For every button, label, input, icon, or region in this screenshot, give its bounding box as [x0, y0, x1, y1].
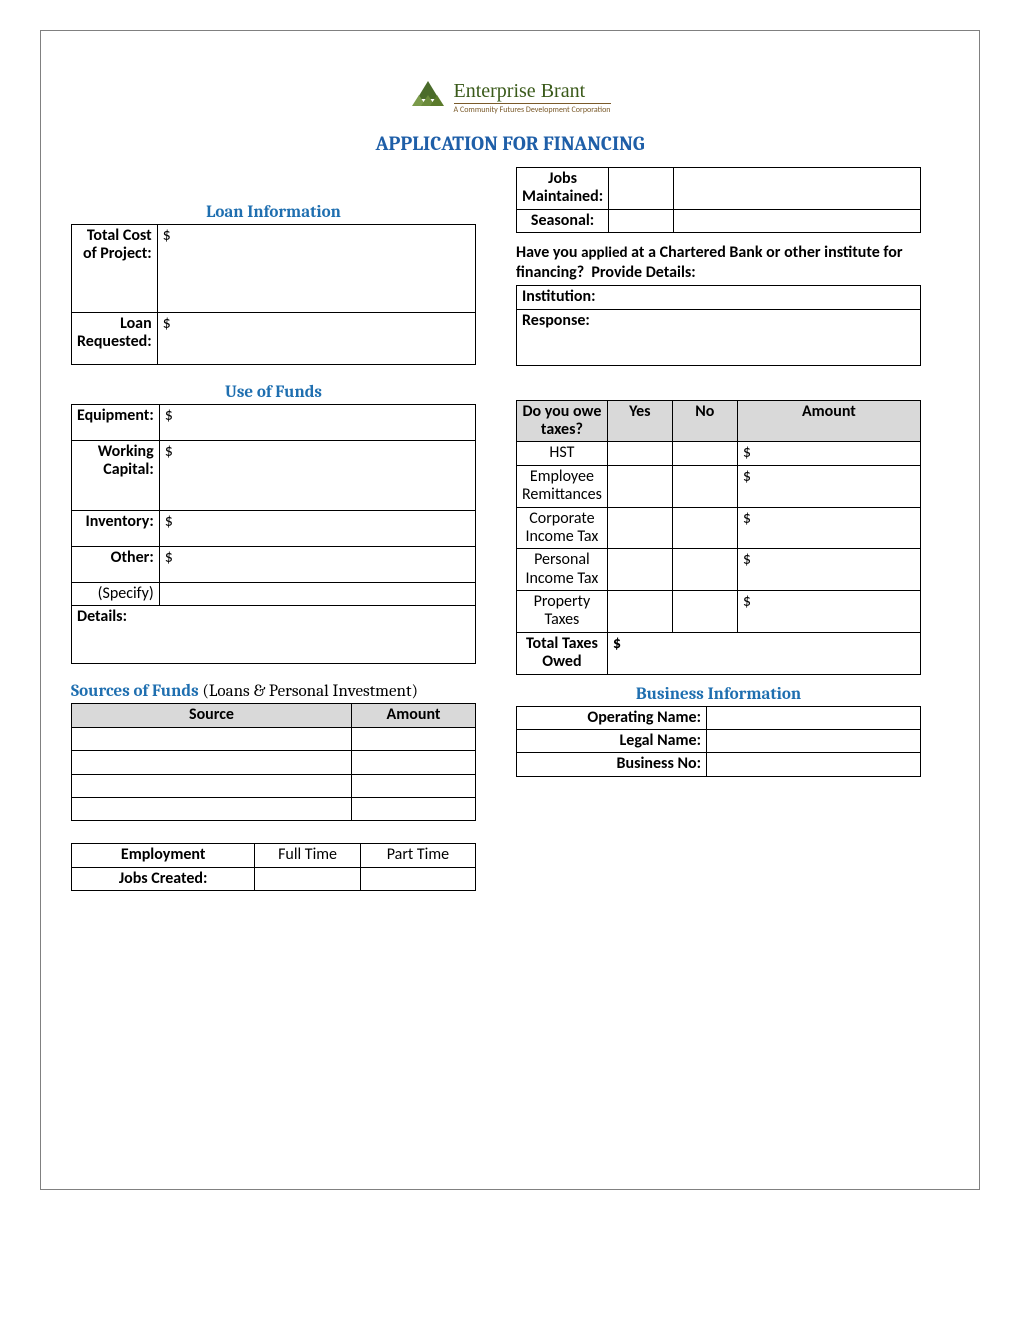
label-employment: Employment [72, 844, 255, 867]
field-corp-amt[interactable]: $ [737, 507, 920, 549]
field-emp-no[interactable] [672, 465, 737, 507]
field-prop-yes[interactable] [607, 591, 672, 633]
field-hst-amt[interactable]: $ [737, 442, 920, 465]
col-source: Source [72, 704, 352, 727]
label-response[interactable]: Response: [517, 309, 921, 365]
field-created-part[interactable] [360, 867, 475, 890]
table-row[interactable] [72, 797, 476, 820]
row-hst: HST [517, 442, 608, 465]
row-total-taxes: Total Taxes Owed [517, 632, 608, 674]
field-equipment[interactable]: $ [159, 405, 475, 441]
label-jobs-maintained: Jobs Maintained: [517, 168, 609, 210]
label-details[interactable]: Details: [72, 606, 476, 664]
field-hst-yes[interactable] [607, 442, 672, 465]
label-equipment: Equipment: [72, 405, 160, 441]
section-business-info: Business Information [516, 685, 921, 704]
field-other[interactable]: $ [159, 547, 475, 583]
section-sources: Sources of Funds (Loans & Personal Inves… [71, 682, 476, 701]
field-inventory[interactable]: $ [159, 511, 475, 547]
field-business-no[interactable] [707, 753, 921, 776]
col-part-time: Part Time [360, 844, 475, 867]
field-operating-name[interactable] [707, 706, 921, 729]
col-no: No [672, 400, 737, 442]
table-row[interactable] [72, 774, 476, 797]
label-institution[interactable]: Institution: [517, 286, 921, 309]
col-full-time: Full Time [255, 844, 361, 867]
field-corp-no[interactable] [672, 507, 737, 549]
field-prop-amt[interactable]: $ [737, 591, 920, 633]
field-legal-name[interactable] [707, 730, 921, 753]
logo-block: Enterprise Brant A Community Futures Dev… [71, 81, 949, 120]
label-working-capital: Working Capital: [72, 441, 160, 511]
table-row[interactable] [72, 727, 476, 750]
table-taxes: Do you owe taxes? Yes No Amount HST $ Em… [516, 400, 921, 675]
col-tax-q: Do you owe taxes? [517, 400, 608, 442]
field-total-taxes[interactable]: $ [607, 632, 920, 674]
row-pers-tax: Personal Income Tax [517, 549, 608, 591]
table-bank: Institution: Response: [516, 285, 921, 365]
field-emp-yes[interactable] [607, 465, 672, 507]
logo-title: Enterprise Brant [454, 81, 611, 101]
label-total-cost: Total Cost of Project: [72, 225, 158, 313]
right-column: Jobs Maintained: Seasonal: Have you appl… [516, 163, 921, 891]
label-seasonal: Seasonal: [517, 209, 609, 232]
row-emp-remit: Employee Remittances [517, 465, 608, 507]
table-employment-right: Jobs Maintained: Seasonal: [516, 167, 921, 233]
label-loan-requested: Loan Requested: [72, 313, 158, 365]
field-seasonal-part[interactable] [674, 209, 921, 232]
field-prop-no[interactable] [672, 591, 737, 633]
label-jobs-created: Jobs Created: [72, 867, 255, 890]
table-loan-info: Total Cost of Project: $ Loan Requested:… [71, 224, 476, 365]
field-specify[interactable] [159, 583, 475, 606]
page-title: APPLICATION FOR FINANCING [71, 132, 949, 155]
col-amount: Amount [737, 400, 920, 442]
field-emp-amt[interactable]: $ [737, 465, 920, 507]
col-yes: Yes [607, 400, 672, 442]
table-employment: Employment Full Time Part Time Jobs Crea… [71, 843, 476, 891]
left-column: Loan Information Total Cost of Project: … [71, 163, 476, 891]
field-total-cost[interactable]: $ [157, 225, 475, 313]
field-pers-no[interactable] [672, 549, 737, 591]
field-working-capital[interactable]: $ [159, 441, 475, 511]
col-amount: Amount [352, 704, 476, 727]
table-row[interactable] [72, 751, 476, 774]
label-operating-name: Operating Name: [517, 706, 707, 729]
label-other: Other: [72, 547, 160, 583]
label-specify: (Specify) [72, 583, 160, 606]
logo-subtitle: A Community Futures Development Corporat… [454, 103, 611, 115]
bank-question: Have you applied at a Chartered Bank or … [516, 243, 921, 283]
field-loan-requested[interactable]: $ [157, 313, 475, 365]
field-maintained-full[interactable] [609, 168, 674, 210]
field-maintained-part[interactable] [674, 168, 921, 210]
field-seasonal-full[interactable] [609, 209, 674, 232]
label-legal-name: Legal Name: [517, 730, 707, 753]
row-prop-tax: Property Taxes [517, 591, 608, 633]
row-corp-tax: Corporate Income Tax [517, 507, 608, 549]
section-loan-info: Loan Information [71, 203, 476, 222]
field-created-full[interactable] [255, 867, 361, 890]
field-hst-no[interactable] [672, 442, 737, 465]
table-use-of-funds: Equipment: $ Working Capital: $ Inventor… [71, 404, 476, 664]
field-corp-yes[interactable] [607, 507, 672, 549]
field-pers-yes[interactable] [607, 549, 672, 591]
tree-logo-icon [410, 81, 446, 115]
field-pers-amt[interactable]: $ [737, 549, 920, 591]
label-business-no: Business No: [517, 753, 707, 776]
table-business: Operating Name: Legal Name: Business No: [516, 706, 921, 777]
label-inventory: Inventory: [72, 511, 160, 547]
section-use-of-funds: Use of Funds [71, 383, 476, 402]
table-sources: Source Amount [71, 703, 476, 821]
